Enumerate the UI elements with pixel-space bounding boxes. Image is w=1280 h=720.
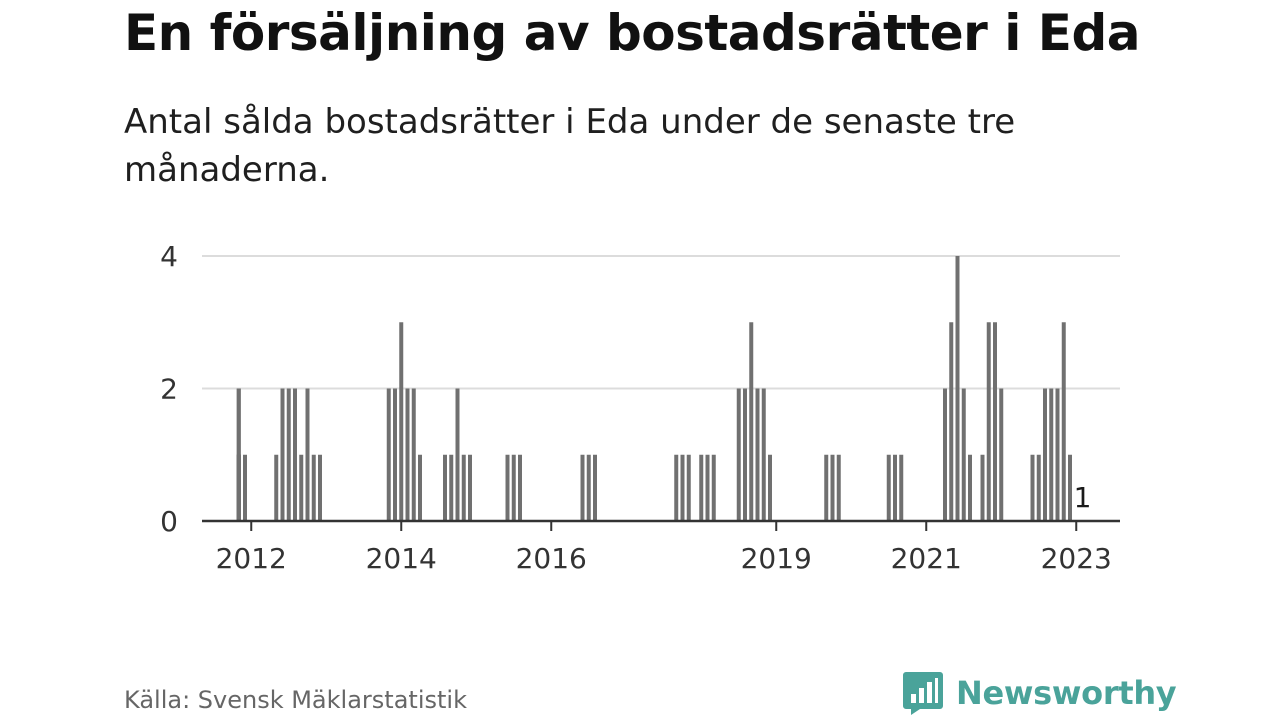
bar (286, 388, 291, 521)
y-tick-label: 4 (160, 240, 178, 273)
y-tick-label: 2 (160, 373, 178, 406)
bar (393, 388, 397, 521)
bar (1061, 322, 1066, 521)
x-tick-label: 2016 (516, 542, 587, 575)
bar (836, 454, 841, 521)
source-note: Källa: Svensk Mäklarstatistik (124, 686, 467, 714)
bar (468, 454, 472, 521)
bar (980, 454, 985, 521)
bar (305, 388, 310, 521)
bar (755, 388, 760, 521)
bar (443, 454, 447, 521)
labels: 0 2 4 2012 2014 2016 2019 2021 2023 1 (160, 240, 1112, 575)
y-tick-label: 0 (160, 505, 178, 538)
chart-title: En försäljning av bostadsrätter i Eda (124, 4, 1140, 62)
bar (680, 454, 685, 521)
x-tick-label: 2023 (1041, 542, 1112, 575)
bar (961, 388, 966, 521)
bar (899, 454, 904, 521)
bar (893, 454, 897, 521)
bar (418, 454, 422, 521)
bar (243, 454, 247, 521)
bar (761, 388, 766, 521)
brand-name: Newsworthy (956, 674, 1177, 712)
x-tick-label: 2012 (216, 542, 287, 575)
bar (830, 454, 835, 521)
x-tick-label: 2019 (741, 542, 812, 575)
bar (943, 388, 947, 521)
bar (518, 454, 522, 521)
bar (686, 454, 691, 521)
bar (236, 454, 241, 521)
grid-lines (202, 255, 1120, 390)
bar (293, 388, 297, 521)
bar (699, 454, 704, 521)
bar (743, 388, 747, 521)
bar (674, 454, 679, 521)
bar (955, 256, 960, 521)
bar-chart-speech-bubble-icon (903, 672, 943, 715)
bar (399, 322, 404, 521)
bar (455, 388, 460, 521)
data-label: 1 (1074, 481, 1092, 514)
bar (411, 388, 416, 521)
bar (968, 454, 972, 521)
bar (593, 454, 597, 521)
brand-logo: Newsworthy (902, 670, 1177, 716)
bar (705, 454, 710, 521)
axes (202, 519, 1120, 531)
bar (299, 454, 304, 521)
bar (886, 454, 891, 521)
bar (1049, 388, 1054, 521)
bar (999, 388, 1004, 521)
bar (768, 454, 772, 521)
bar (274, 454, 279, 521)
bar (461, 454, 466, 521)
bar (736, 388, 741, 521)
bar (386, 388, 391, 521)
bar (405, 388, 410, 521)
bar (1043, 388, 1047, 521)
x-tick-label: 2014 (366, 542, 437, 575)
bar (511, 454, 516, 521)
bar (505, 454, 510, 521)
bar (311, 454, 316, 521)
bar (580, 454, 585, 521)
x-tick-label: 2021 (891, 542, 962, 575)
bar (1036, 454, 1041, 521)
bar (711, 454, 716, 521)
bar (993, 322, 997, 521)
bar (1055, 388, 1060, 521)
bars (236, 256, 1072, 521)
bar (824, 454, 829, 521)
bar (1068, 454, 1072, 521)
bar (280, 388, 285, 521)
bar (749, 322, 754, 521)
bar (986, 322, 991, 521)
bar (586, 454, 591, 521)
bar (318, 454, 322, 521)
chart-subtitle: Antal sålda bostadsrätter i Eda under de… (124, 102, 1016, 190)
bar (949, 322, 954, 521)
bar-chart: 0 2 4 2012 2014 2016 2019 2021 2023 1 (160, 240, 1120, 575)
bar (1030, 454, 1035, 521)
bar (449, 454, 454, 521)
